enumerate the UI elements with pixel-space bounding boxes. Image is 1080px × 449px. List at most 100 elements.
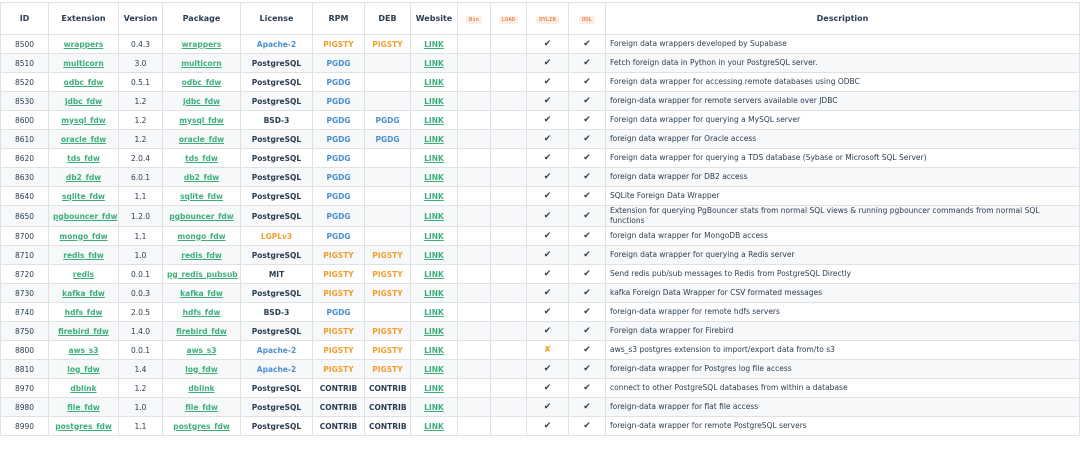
table-cell: ✔ [526,129,569,149]
table-cell[interactable]: multicorn [48,53,119,73]
table-cell[interactable]: hdfs_fdw [48,302,119,322]
table-cell[interactable]: jdbc_fdw [48,91,119,111]
table-cell[interactable]: hdfs_fdw [162,302,241,322]
table-row: 8640 sqlite_fdw 1.1 sqlite_fdw PostgreSQL PGD… [0,186,1080,206]
table-cell[interactable]: db2_fdw [162,167,241,187]
table-cell: ✔ [526,186,569,206]
table-cell[interactable]: kafka_fdw [162,283,241,303]
table-cell: 8710 [0,245,49,265]
table-cell: 0.0.3 [118,283,163,303]
table-cell[interactable]: LINK [410,245,458,265]
table-cell: 8650 [0,205,49,227]
table-cell[interactable]: log_fdw [48,359,119,379]
table-cell: 1.1 [118,226,163,246]
table-cell: 0.0.1 [118,340,163,360]
table-cell: ✔ [526,148,569,168]
table-cell[interactable]: dblink [48,378,119,398]
table-cell[interactable]: jdbc_fdw [162,91,241,111]
table-cell[interactable]: LINK [410,129,458,149]
table-cell: PostgreSQL [240,321,313,341]
table-cell[interactable]: redis_fdw [48,245,119,265]
table-cell[interactable]: LINK [410,186,458,206]
table-cell[interactable]: redis_fdw [162,245,241,265]
column-header: DDL [568,2,606,35]
table-cell[interactable]: LINK [410,91,458,111]
column-header: DYLIB [526,2,569,35]
table-cell[interactable]: odbc_fdw [48,72,119,92]
column-header: RPM [312,2,365,35]
table-body: 8500 wrappers 0.4.3 wrappers Apache-2 PIGSTY P… [0,34,1080,436]
table-cell[interactable]: pgbouncer_fdw [48,205,119,227]
table-cell[interactable]: mysql_fdw [48,110,119,130]
table-cell: ✘ [526,340,569,360]
table-cell[interactable]: oracle_fdw [48,129,119,149]
table-cell[interactable]: LINK [410,110,458,130]
table-cell[interactable]: mysql_fdw [162,110,241,130]
table-cell[interactable]: tds_fdw [162,148,241,168]
table-cell: Fetch foreign data in Python in your Pos… [605,53,1080,73]
table-cell: PostgreSQL [240,91,313,111]
table-cell[interactable]: firebird_fdw [162,321,241,341]
table-cell[interactable]: LINK [410,167,458,187]
table-cell[interactable]: LINK [410,359,458,379]
table-cell[interactable]: wrappers [162,34,241,54]
table-cell [364,148,411,168]
table-cell: PostgreSQL [240,186,313,206]
table-cell[interactable]: LINK [410,416,458,436]
table-cell [490,302,527,322]
table-cell[interactable]: LINK [410,264,458,284]
table-cell[interactable]: file_fdw [48,397,119,417]
table-cell[interactable]: oracle_fdw [162,129,241,149]
table-cell[interactable]: wrappers [48,34,119,54]
table-cell[interactable]: log_fdw [162,359,241,379]
table-cell[interactable]: pg_redis_pubsub [162,264,241,284]
table-cell[interactable]: LINK [410,321,458,341]
table-cell[interactable]: LINK [410,53,458,73]
table-cell[interactable]: db2_fdw [48,167,119,187]
table-cell [457,283,491,303]
table-row: 8500 wrappers 0.4.3 wrappers Apache-2 PIGSTY P… [0,34,1080,54]
table-cell[interactable]: LINK [410,148,458,168]
table-cell[interactable]: redis [48,264,119,284]
table-cell[interactable]: LINK [410,72,458,92]
table-cell[interactable]: LINK [410,340,458,360]
table-cell[interactable]: LINK [410,34,458,54]
table-cell[interactable]: dblink [162,378,241,398]
table-cell [490,397,527,417]
table-cell[interactable]: pgbouncer_fdw [162,205,241,227]
table-cell[interactable]: LINK [410,226,458,246]
table-cell [490,226,527,246]
table-cell[interactable]: LINK [410,205,458,227]
table-cell [457,397,491,417]
table-cell: PGDG [364,110,411,130]
table-cell[interactable]: aws_s3 [48,340,119,360]
table-cell[interactable]: postgres_fdw [162,416,241,436]
table-cell[interactable]: multicorn [162,53,241,73]
table-cell[interactable]: postgres_fdw [48,416,119,436]
table-cell[interactable]: LINK [410,302,458,322]
table-cell: Foreign data wrapper for querying a Redi… [605,245,1080,265]
table-cell[interactable]: mongo_fdw [162,226,241,246]
table-cell[interactable]: LINK [410,378,458,398]
table-cell[interactable]: file_fdw [162,397,241,417]
table-cell[interactable]: LINK [410,397,458,417]
table-cell: kafka Foreign Data Wrapper for CSV forma… [605,283,1080,303]
table-cell[interactable]: tds_fdw [48,148,119,168]
table-cell[interactable]: odbc_fdw [162,72,241,92]
column-header: Website [410,2,458,35]
table-cell [364,167,411,187]
table-row: 8980 file_fdw 1.0 file_fdw PostgreSQL CONTRIB… [0,397,1080,417]
table-cell[interactable]: mongo_fdw [48,226,119,246]
table-cell[interactable]: sqlite_fdw [48,186,119,206]
table-cell[interactable]: firebird_fdw [48,321,119,341]
table-cell [490,110,527,130]
table-cell[interactable]: LINK [410,283,458,303]
table-row: 8710 redis_fdw 1.0 redis_fdw PostgreSQL PIGST… [0,245,1080,265]
table-cell: ✔ [526,378,569,398]
table-cell[interactable]: aws_s3 [162,340,241,360]
table-cell: ✔ [568,264,606,284]
table-cell[interactable]: sqlite_fdw [162,186,241,206]
table-cell: Apache-2 [240,359,313,379]
table-cell: ✔ [568,245,606,265]
table-cell[interactable]: kafka_fdw [48,283,119,303]
